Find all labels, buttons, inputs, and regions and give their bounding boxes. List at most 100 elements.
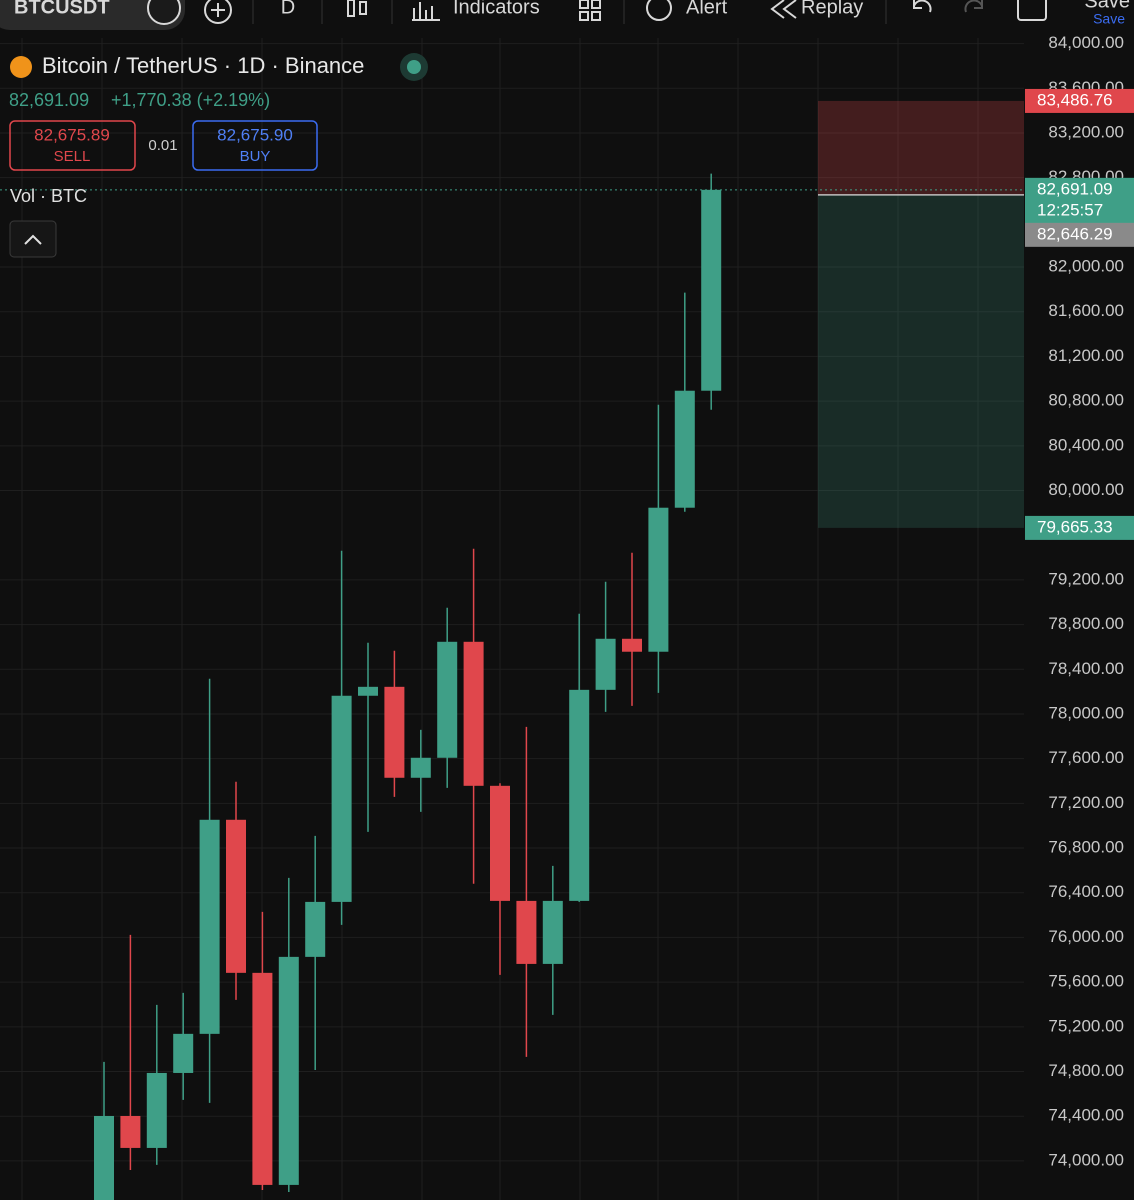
y-tick-label: 81,200.00 [1048,346,1124,365]
y-tick-label: 74,000.00 [1048,1150,1124,1169]
replay[interactable]: Replay [801,0,863,18]
symbol-icon[interactable] [147,0,181,25]
candle-body [226,819,246,973]
candle-body [542,900,563,964]
candle-body [463,641,484,786]
candle-body [622,638,642,652]
symbol-pill[interactable] [0,0,185,30]
vertical-grid [21,38,979,1200]
y-tick-label: 78,000.00 [1048,703,1124,722]
y-tick-label: 74,400.00 [1048,1106,1124,1125]
candle-body [146,1072,167,1148]
price-badges: 83,486.76 82,691.09 12:25:57 82,646.29 79,66… [1025,88,1134,540]
candle-body [410,757,431,778]
y-tick-label: 77,600.00 [1048,748,1124,767]
candle-body [648,507,669,652]
y-tick-label: 78,800.00 [1048,614,1124,633]
y-tick-label: 82,000.00 [1048,257,1124,276]
sell-price[interactable]: 82,675.89 [34,125,110,144]
candle-body [120,1115,141,1148]
layouts-icon[interactable] [579,0,601,21]
coin-icon [10,56,32,78]
candle-body [278,956,299,1185]
last-price: 82,691.09 [9,90,89,110]
candle-body [358,686,378,696]
toolbar-bg [0,0,1134,36]
indicators[interactable]: Indicators [453,0,540,18]
undo[interactable] [913,0,932,13]
candle-body [701,189,722,391]
y-tick-label: 80,400.00 [1048,435,1124,454]
indicators-icon[interactable] [412,2,440,21]
stop-badge-bg [1025,88,1134,113]
last-price-badge-bg [1025,177,1134,224]
candle-body [305,901,326,957]
target-badge-bg [1025,515,1134,540]
entry-badge: 82,646.29 [1037,224,1113,243]
y-tick-label: 80,000.00 [1048,480,1124,499]
volume-label: Vol · BTC [10,186,87,206]
sell-label[interactable]: SELL [54,148,91,165]
save-icon[interactable] [1017,0,1047,21]
candle-body [199,819,220,1034]
y-tick-label: 75,200.00 [1048,1016,1124,1035]
candle-body [94,1115,114,1200]
add-symbol[interactable] [204,0,232,24]
y-tick-label: 78,400.00 [1048,659,1124,678]
candle-body [384,686,405,778]
stop-badge: 83,486.76 [1037,90,1113,109]
candle-body [595,638,616,690]
position-tool [0,100,1024,528]
candle-body [674,390,695,508]
target-badge: 79,665.33 [1037,517,1113,536]
save-sub[interactable]: Save [1093,11,1125,27]
y-tick-label: 74,800.00 [1048,1061,1124,1080]
candles [94,173,722,1200]
y-tick-label: 83,200.00 [1048,122,1124,141]
chart-type-icon [359,1,367,15]
price-change: +1,770.38 (+2.19%) [111,90,270,110]
entry-badge-bg [1025,222,1134,247]
candle-body [516,900,537,964]
interval[interactable]: D [281,0,295,18]
countdown: 12:25:57 [1037,200,1103,219]
buy-price[interactable]: 82,675.90 [217,125,293,144]
candle-body [173,1033,194,1073]
y-tick-label: 76,400.00 [1048,882,1124,901]
chart-type-icon[interactable] [347,0,355,17]
symbol-title: Bitcoin / TetherUS · 1D · Binance [42,53,364,78]
alert-icon[interactable] [646,0,672,21]
candle-body [490,785,510,901]
save[interactable]: Save [1084,0,1130,12]
legend: Bitcoin / TetherUS · 1D · Binance 82,691… [9,53,428,258]
y-tick-label: 75,600.00 [1048,972,1124,991]
symbol[interactable]: BTCUSDT [14,0,110,18]
y-tick-label: 84,000.00 [1048,33,1124,52]
y-tick-label: 80,800.00 [1048,391,1124,410]
toolbar: BTCUSDT D Indicators Alert Replay Save S… [0,0,1134,36]
y-tick-label: 81,600.00 [1048,301,1124,320]
last-price-badge: 82,691.09 [1037,179,1113,198]
replay-icon[interactable] [770,0,797,19]
target-zone [818,194,1024,528]
candle-body [437,641,458,758]
candle-body [331,695,352,902]
y-tick-label: 76,800.00 [1048,838,1124,857]
candle-body [569,689,590,901]
y-tick-label: 79,200.00 [1048,569,1124,588]
sell-button[interactable] [9,120,136,171]
buy-label[interactable]: BUY [240,148,271,165]
buy-button[interactable] [192,120,318,171]
alert[interactable]: Alert [686,0,728,18]
collapse-button[interactable] [9,220,57,258]
stop-zone [818,100,1024,195]
redo[interactable] [964,0,983,13]
collapse-icon [24,234,42,245]
candle-body [252,972,273,1185]
y-tick-label: 77,200.00 [1048,793,1124,812]
y-tick-label: 76,000.00 [1048,927,1124,946]
market-status-dot [407,60,421,74]
